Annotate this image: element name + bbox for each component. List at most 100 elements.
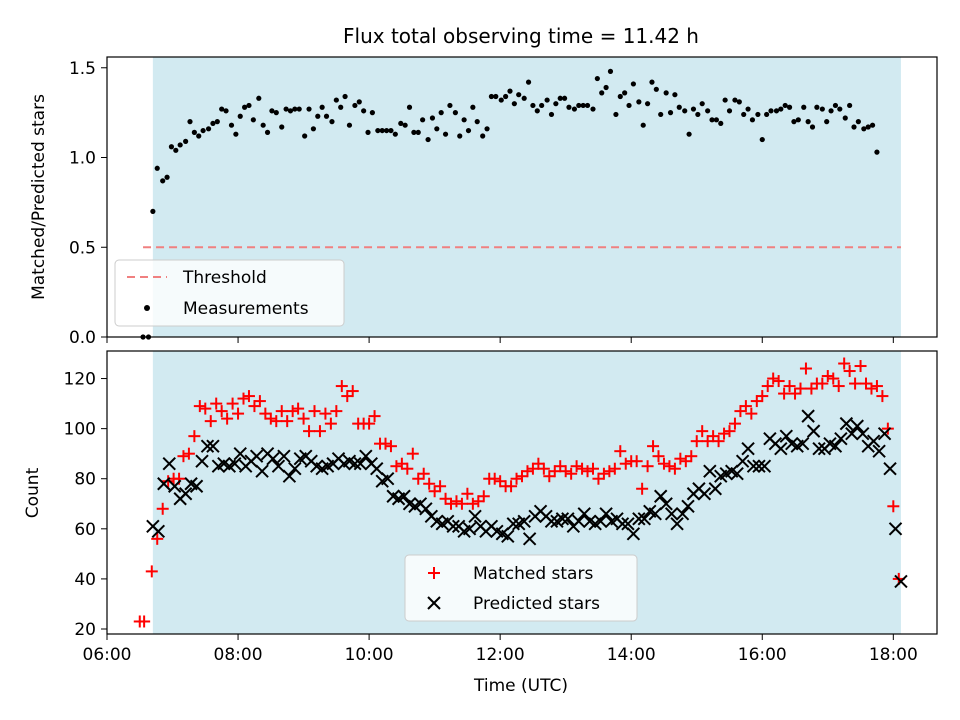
- measurement-point: [709, 117, 715, 123]
- x-tick-label: 10:00: [345, 645, 394, 665]
- matched-star-point: [215, 405, 228, 418]
- measurement-point: [658, 111, 664, 118]
- measurement-point: [319, 104, 325, 110]
- matched-star-point: [445, 497, 458, 510]
- measurement-point: [640, 122, 646, 128]
- chart-title: Flux total observing time = 11.42 h: [343, 24, 699, 48]
- measurement-point: [361, 108, 367, 114]
- measurement-point: [699, 101, 705, 107]
- legend-predicted-swatch: [427, 596, 441, 610]
- matched-star-point: [417, 467, 430, 480]
- matched-star-point: [275, 405, 288, 418]
- predicted-star-point: [501, 529, 515, 544]
- matched-star-point: [761, 380, 774, 393]
- predicted-star-point: [572, 514, 586, 529]
- measurement-point: [283, 106, 289, 112]
- matched-star-point: [794, 382, 807, 395]
- measurement-point: [516, 92, 522, 98]
- predicted-star-point: [708, 482, 723, 496]
- measurement-point: [842, 115, 848, 121]
- measurement-point: [214, 119, 220, 125]
- top-legend-box: [114, 259, 345, 327]
- matched-star-point: [461, 487, 474, 500]
- measurement-point: [457, 133, 463, 139]
- predicted-star-point: [752, 459, 766, 473]
- measurement-point: [603, 84, 609, 91]
- matched-star-point: [854, 360, 867, 373]
- measurement-point: [269, 108, 275, 114]
- matched-star-point: [663, 460, 676, 473]
- measurement-point: [379, 127, 385, 134]
- matched-star-point: [434, 480, 447, 493]
- matched-star-point: [881, 422, 894, 435]
- bottom-y-tick-label: 120: [64, 370, 96, 390]
- matched-star-point: [428, 485, 441, 498]
- measurement-point: [824, 119, 830, 125]
- matched-star-point: [330, 405, 343, 418]
- measurement-point: [795, 117, 801, 123]
- bottom-y-axis-label: Count: [23, 467, 43, 518]
- matched-star-point: [237, 392, 250, 405]
- predicted-star-point: [675, 507, 690, 521]
- predicted-star-point: [397, 489, 411, 503]
- predicted-star-point: [151, 524, 166, 539]
- matched-star-point: [734, 405, 747, 418]
- matched-star-point: [303, 425, 316, 438]
- measurement-point: [773, 108, 780, 114]
- legend-matched-label: Matched stars: [473, 564, 593, 584]
- matched-star-point: [745, 407, 758, 420]
- measurement-point: [323, 113, 330, 119]
- matched-star-point: [193, 400, 206, 413]
- predicted-star-point: [195, 454, 209, 468]
- predicted-star-point: [271, 459, 286, 473]
- matched-star-point: [614, 445, 627, 458]
- predicted-star-point: [544, 514, 559, 529]
- matched-star-point: [292, 402, 305, 415]
- measurement-point: [219, 106, 225, 112]
- matched-star-point: [472, 495, 485, 508]
- measurement-point: [759, 136, 765, 143]
- measurement-point: [782, 102, 788, 109]
- measurement-point: [356, 99, 362, 105]
- top-y-tick-label: 0.0: [69, 328, 96, 348]
- measurement-point: [705, 108, 711, 114]
- measurement-point: [636, 99, 642, 105]
- measurement-point: [191, 129, 197, 135]
- x-tick-label: 18:00: [869, 645, 918, 665]
- measurement-point: [869, 122, 876, 128]
- predicted-star-point: [189, 479, 204, 493]
- matched-star-point: [554, 460, 567, 473]
- measurement-point: [388, 127, 394, 134]
- measurement-point: [398, 120, 404, 127]
- measurement-point: [663, 90, 669, 96]
- matched-star-point: [570, 460, 583, 473]
- matched-star-point: [390, 460, 403, 473]
- predicted-star-point: [615, 517, 630, 531]
- matched-star-point: [778, 387, 791, 400]
- predicted-star-point: [888, 522, 903, 536]
- predicted-star-point: [561, 512, 575, 526]
- predicted-star-point: [288, 462, 302, 476]
- measurement-point: [667, 110, 674, 116]
- predicted-star-point: [801, 409, 815, 423]
- measurement-point: [493, 93, 499, 100]
- measurement-point: [292, 106, 298, 112]
- matched-star-point: [242, 390, 255, 403]
- matched-star-point: [827, 372, 840, 385]
- measurement-point: [173, 147, 179, 153]
- measurement-point: [722, 97, 728, 103]
- legend-matched-swatch: [428, 567, 440, 579]
- measurement-point: [415, 129, 421, 135]
- bottom-y-tick-label: 80: [74, 470, 96, 490]
- matched-star-point: [690, 435, 703, 448]
- predicted-star-point: [206, 439, 220, 453]
- measurement-point: [246, 102, 252, 109]
- predicted-star-point: [249, 449, 264, 463]
- predicted-star-point: [806, 424, 821, 438]
- predicted-star-point: [703, 464, 717, 478]
- measurement-point: [851, 124, 857, 130]
- matched-star-point: [439, 492, 452, 505]
- measurement-point: [164, 174, 170, 180]
- predicted-star-point: [730, 467, 744, 481]
- measurement-point: [205, 126, 212, 132]
